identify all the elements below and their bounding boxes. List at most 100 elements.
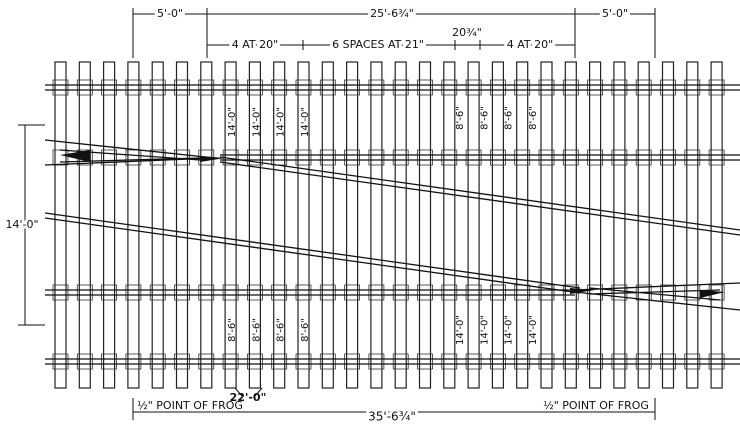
tie-plate (222, 284, 239, 301)
tie-plate (684, 149, 701, 166)
tie-plate (514, 79, 531, 96)
tie-plate (392, 79, 409, 96)
labels: 5'-0" 25'-6¾" 5'-0" 4 AT 20" 6 SPACES AT… (2, 4, 649, 427)
tie (200, 61, 213, 389)
tie-plate (538, 79, 555, 96)
tie (54, 61, 67, 389)
tie-plate (271, 284, 288, 301)
tie-plate (149, 79, 166, 96)
tie-plate (149, 353, 166, 370)
ties (52, 61, 725, 389)
tie-plate (562, 149, 579, 166)
tie-plate (635, 149, 652, 166)
tie-plate (708, 353, 725, 370)
tie (102, 61, 116, 389)
dim-label: ½" POINT OF FROG (543, 399, 649, 412)
dim-label: 25'-6¾" (370, 7, 414, 20)
tie-plate (635, 353, 652, 370)
tie-plate (611, 149, 628, 166)
tie-plate (465, 79, 482, 96)
tie (710, 61, 723, 389)
tie-label: 8'-6" (504, 106, 515, 130)
tie-plate (125, 284, 142, 301)
tie (370, 61, 383, 389)
dim-label: 5'-0" (157, 7, 183, 20)
tie-plate (587, 353, 603, 370)
tie-plate (344, 353, 361, 370)
dim-label: 14'-0" (5, 218, 38, 231)
tie-plate (441, 284, 458, 301)
tie-plate (76, 353, 93, 370)
tie-plate (319, 79, 336, 96)
tie-plate (417, 284, 433, 301)
tie (151, 61, 164, 389)
tie (321, 61, 334, 389)
tie (175, 61, 189, 389)
tie-plate (441, 79, 458, 96)
tie (346, 61, 359, 389)
tie-plate (417, 79, 433, 96)
tie (588, 61, 602, 389)
dim-label: 22'-0" (230, 391, 267, 404)
tie-label: 8'-6" (227, 318, 238, 342)
tie-plate (174, 79, 190, 96)
tie-plate (660, 149, 676, 166)
tie (443, 61, 456, 389)
tie-plate (587, 149, 603, 166)
tie-plate (271, 79, 288, 96)
tie-plate (708, 149, 725, 166)
tie-plate (514, 149, 531, 166)
tie-plate (101, 284, 117, 301)
tie-plate (295, 353, 312, 370)
tie-plate (174, 284, 190, 301)
tie-plate (101, 353, 117, 370)
tie-plate (295, 284, 312, 301)
tie-plate (465, 353, 482, 370)
tie (248, 61, 261, 389)
tie (78, 61, 91, 389)
tie-plate (101, 79, 117, 96)
tie (637, 61, 650, 389)
tie-plate (125, 353, 142, 370)
dim-label: 4 AT 20" (232, 38, 278, 51)
tie-label: 8'-6" (276, 318, 287, 342)
tie (686, 61, 699, 389)
tie-plate (538, 353, 555, 370)
tie-plate (538, 149, 555, 166)
tie-plate (198, 353, 215, 370)
tie (418, 61, 432, 389)
tie-label: 8'-6" (479, 106, 490, 130)
tie-plate (441, 353, 458, 370)
tie-plate (392, 149, 409, 166)
tie (564, 61, 577, 389)
tie-plate (344, 284, 361, 301)
tie-label: 8'-6" (455, 106, 466, 130)
dim-label: 20¾" (452, 26, 482, 39)
tie-plate (174, 353, 190, 370)
tie-label: 14'-0" (479, 315, 490, 345)
tie-label: 14'-0" (504, 315, 515, 345)
tie-plate (149, 284, 166, 301)
tie-plate (52, 284, 69, 301)
tie-label: 14'-0" (276, 107, 287, 137)
tie-plate (368, 353, 385, 370)
tie-plate (271, 353, 288, 370)
tie-plate (489, 149, 506, 166)
dim-label: 6 SPACES AT 21" (332, 38, 424, 51)
tie-plate (392, 353, 409, 370)
tie-plate (465, 149, 482, 166)
tie-plate (538, 284, 555, 301)
tie-label: 8'-6" (300, 318, 311, 342)
tie-plate (611, 79, 628, 96)
tie-plate (246, 79, 263, 96)
tie-plate (246, 149, 263, 166)
tie-label: 14'-0" (251, 107, 262, 137)
tie-plate (198, 284, 215, 301)
tie-plate (344, 149, 361, 166)
tie-plate (198, 79, 215, 96)
tie (516, 61, 529, 389)
tie-plate (222, 353, 239, 370)
tie-label: 14'-0" (300, 107, 311, 137)
tie-plate (392, 284, 409, 301)
